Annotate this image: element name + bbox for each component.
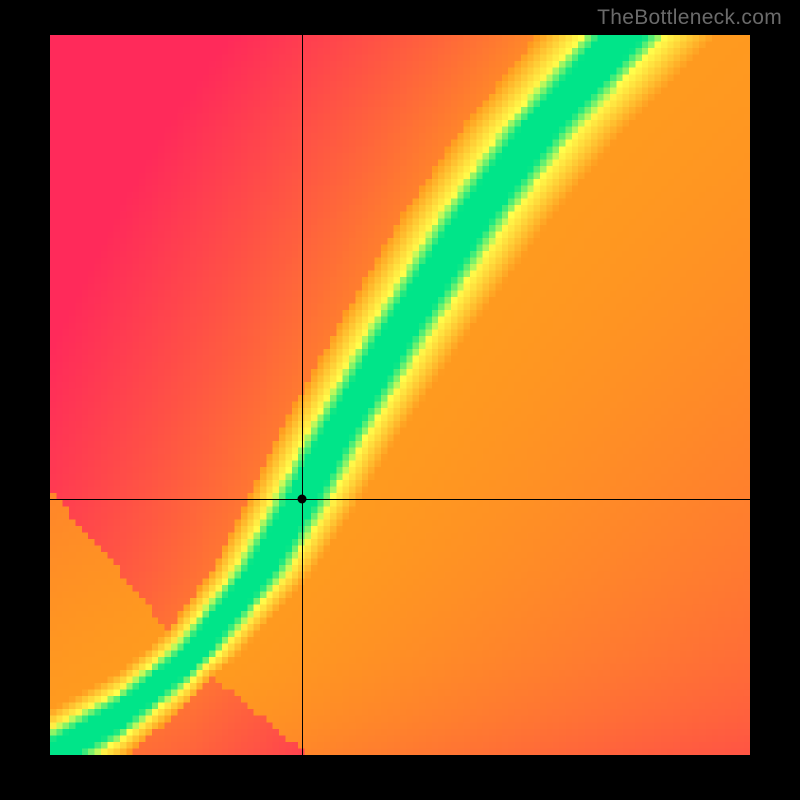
heatmap-canvas bbox=[50, 35, 750, 755]
heatmap-plot-area bbox=[50, 35, 750, 755]
crosshair-vertical bbox=[302, 35, 303, 755]
crosshair-marker-dot bbox=[298, 495, 307, 504]
crosshair-horizontal bbox=[50, 499, 750, 500]
watermark-text: TheBottleneck.com bbox=[597, 6, 782, 30]
